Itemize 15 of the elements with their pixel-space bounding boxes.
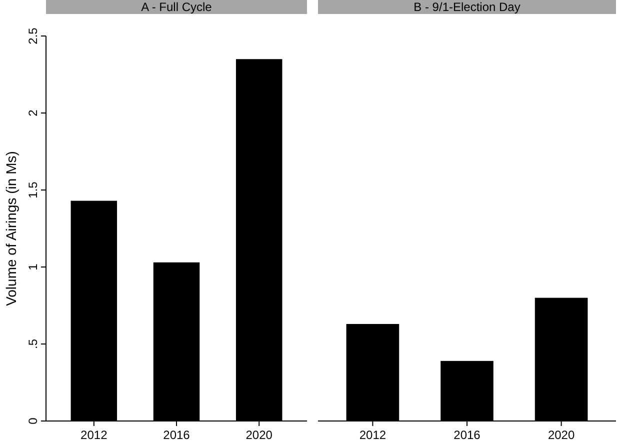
y-tick-label: 1.5 (26, 181, 40, 198)
y-axis-title: Volume of Airings (in Ms) (3, 151, 19, 306)
y-tick-label: 0 (26, 417, 40, 424)
y-tick-label: 2.5 (26, 27, 40, 44)
x-tick-label: 2012 (80, 428, 108, 442)
x-tick-label: 2016 (163, 428, 190, 442)
x-tick-label: 2020 (246, 428, 273, 442)
y-tick-label: 2 (26, 109, 40, 116)
y-tick-label: .5 (26, 338, 40, 350)
chart-title: A - Full Cycle (141, 0, 212, 14)
chart-title: B - 9/1-Election Day (414, 0, 520, 14)
x-tick-label: 2012 (359, 428, 386, 442)
y-tick-label: 1 (26, 263, 40, 270)
x-tick-label: 2016 (454, 428, 481, 442)
x-tick-label: 2020 (548, 428, 575, 442)
